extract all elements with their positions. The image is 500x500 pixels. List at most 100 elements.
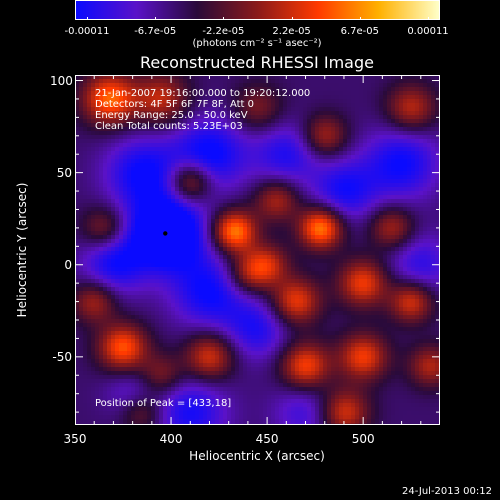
heatmap-cell	[83, 147, 88, 152]
heatmap-cell	[375, 263, 380, 268]
heatmap-cell	[111, 247, 116, 252]
heatmap-cell	[287, 247, 292, 252]
heatmap-cell	[123, 187, 128, 192]
heatmap-cell	[423, 171, 428, 176]
heatmap-cell	[283, 267, 288, 272]
heatmap-cell	[351, 179, 356, 184]
heatmap-cell	[315, 255, 320, 260]
heatmap-cell	[107, 127, 112, 132]
heatmap-cell	[311, 175, 316, 180]
heatmap-cell	[415, 247, 420, 252]
heatmap-cell	[255, 139, 260, 144]
heatmap-cell	[255, 135, 260, 140]
heatmap-cell	[167, 227, 172, 232]
heatmap-cell	[339, 211, 344, 216]
heatmap-cell	[323, 131, 328, 136]
heatmap-cell	[319, 183, 324, 188]
heatmap-cell	[379, 87, 384, 92]
heatmap-cell	[299, 95, 304, 100]
heatmap-cell	[391, 139, 396, 144]
heatmap-cell	[175, 179, 180, 184]
heatmap-cell	[151, 171, 156, 176]
heatmap-cell	[391, 287, 396, 292]
heatmap-cell	[331, 147, 336, 152]
heatmap-cell	[347, 263, 352, 268]
heatmap-cell	[147, 271, 152, 276]
heatmap-cell	[279, 75, 284, 80]
heatmap-cell	[151, 195, 156, 200]
heatmap-cell	[319, 219, 324, 224]
heatmap-cell	[183, 79, 188, 84]
heatmap-cell	[343, 147, 348, 152]
heatmap-cell	[91, 219, 96, 224]
heatmap-cell	[387, 167, 392, 172]
heatmap-cell	[227, 127, 232, 132]
heatmap-cell	[275, 91, 280, 96]
heatmap-cell	[139, 243, 144, 248]
heatmap-cell	[191, 139, 196, 144]
heatmap-cell	[275, 207, 280, 212]
heatmap-cell	[351, 251, 356, 256]
heatmap-cell	[199, 131, 204, 136]
heatmap-cell	[307, 223, 312, 228]
heatmap-cell	[379, 263, 384, 268]
heatmap-cell	[171, 243, 176, 248]
heatmap-cell	[223, 271, 228, 276]
heatmap-cell	[343, 139, 348, 144]
heatmap-cell	[167, 87, 172, 92]
heatmap-cell	[159, 171, 164, 176]
heatmap-cell	[119, 219, 124, 224]
heatmap-cell	[79, 203, 84, 208]
heatmap-cell	[139, 287, 144, 292]
heatmap-cell	[423, 215, 428, 220]
heatmap-cell	[135, 143, 140, 148]
heatmap-cell	[335, 271, 340, 276]
heatmap-cell	[271, 283, 276, 288]
heatmap-cell	[391, 111, 396, 116]
heatmap-cell	[387, 219, 392, 224]
heatmap-cell	[359, 271, 364, 276]
heatmap-cell	[147, 151, 152, 156]
heatmap-cell	[99, 239, 104, 244]
heatmap-cell	[295, 103, 300, 108]
heatmap-cell	[179, 127, 184, 132]
heatmap-cell	[191, 131, 196, 136]
heatmap-cell	[171, 155, 176, 160]
heatmap-cell	[423, 99, 428, 104]
heatmap-cell	[91, 95, 96, 100]
heatmap-cell	[99, 199, 104, 204]
heatmap-cell	[219, 239, 224, 244]
heatmap-cell	[427, 163, 432, 168]
heatmap-cell	[195, 251, 200, 256]
heatmap-cell	[431, 259, 436, 264]
heatmap-cell	[343, 75, 348, 80]
heatmap-cell	[143, 79, 148, 84]
heatmap-cell	[191, 135, 196, 140]
heatmap-cell	[283, 123, 288, 128]
heatmap-cell	[195, 171, 200, 176]
heatmap-cell	[191, 83, 196, 88]
heatmap-cell	[75, 215, 80, 220]
heatmap-cell	[371, 75, 376, 80]
heatmap-cell	[275, 123, 280, 128]
heatmap-cell	[191, 263, 196, 268]
heatmap-cell	[95, 243, 100, 248]
heatmap-cell	[363, 195, 368, 200]
heatmap-cell	[391, 151, 396, 156]
heatmap-cell	[255, 287, 260, 292]
heatmap-cell	[387, 203, 392, 208]
heatmap-cell	[263, 135, 268, 140]
heatmap-cell	[291, 275, 296, 280]
heatmap-cell	[107, 115, 112, 120]
heatmap-cell	[75, 123, 80, 128]
heatmap-cell	[243, 87, 248, 92]
heatmap-cell	[295, 87, 300, 92]
heatmap-cell	[291, 79, 296, 84]
heatmap-cell	[227, 183, 232, 188]
heatmap-cell	[127, 151, 132, 156]
heatmap-cell	[191, 115, 196, 120]
heatmap-cell	[91, 175, 96, 180]
heatmap-cell	[259, 239, 264, 244]
heatmap-cell	[191, 151, 196, 156]
heatmap-cell	[435, 143, 440, 148]
